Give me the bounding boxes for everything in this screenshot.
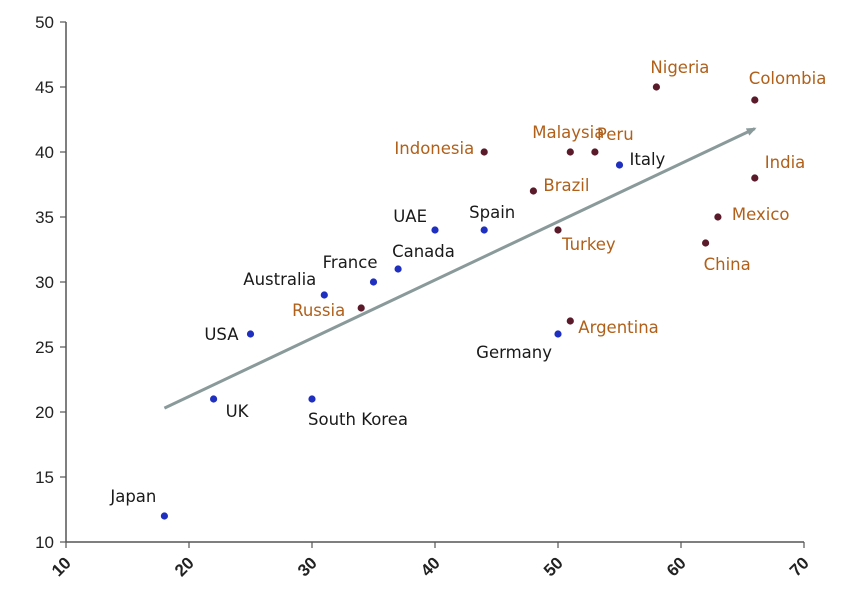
y-tick-label: 25	[35, 338, 54, 357]
point-japan	[160, 512, 168, 520]
x-tick-label: 50	[540, 553, 567, 580]
point-uae	[431, 226, 439, 234]
label-canada: Canada	[392, 242, 455, 261]
point-peru	[591, 148, 599, 156]
y-tick-label: 20	[35, 403, 54, 422]
label-brazil: Brazil	[543, 176, 589, 195]
label-turkey: Turkey	[561, 235, 616, 254]
point-brazil	[529, 187, 538, 195]
label-indonesia: Indonesia	[394, 139, 474, 158]
point-malaysia	[566, 148, 574, 156]
point-labels: Japan UK USA South Korea Australia France Cana…	[109, 58, 826, 506]
label-malaysia: Malaysia	[532, 123, 604, 142]
x-tick-label: 40	[417, 553, 444, 580]
point-nigeria	[652, 83, 661, 91]
label-south-korea: South Korea	[308, 410, 408, 429]
y-tick-label: 15	[35, 468, 54, 487]
label-australia: Australia	[243, 270, 316, 289]
trend-arrow	[163, 127, 757, 410]
y-tick-label: 35	[35, 208, 54, 227]
point-russia	[357, 304, 365, 312]
label-colombia: Colombia	[749, 69, 827, 88]
point-turkey	[554, 226, 562, 234]
point-mexico	[714, 213, 722, 221]
x-tick-label: 10	[48, 553, 75, 580]
y-tick-label: 40	[35, 143, 54, 162]
point-australia	[320, 291, 328, 299]
point-indonesia	[480, 148, 488, 156]
point-china	[702, 239, 710, 247]
x-tick-label: 30	[294, 553, 321, 580]
point-france	[369, 278, 378, 286]
label-italy: Italy	[630, 150, 666, 169]
point-italy	[615, 161, 624, 169]
y-tick-label: 30	[35, 273, 54, 292]
x-tick-label: 20	[171, 553, 198, 580]
point-germany	[554, 330, 562, 338]
y-tick-label: 10	[35, 533, 54, 552]
label-uae: UAE	[393, 207, 427, 226]
y-tick-label: 50	[35, 13, 54, 32]
point-spain	[480, 226, 488, 234]
point-south-korea	[308, 395, 316, 403]
data-points	[160, 83, 759, 520]
label-india: India	[765, 153, 806, 172]
label-usa: USA	[204, 325, 239, 344]
x-tick-label: 60	[663, 553, 690, 580]
label-spain: Spain	[469, 203, 515, 222]
x-tick-label: 70	[786, 553, 813, 580]
y-tick-label: 45	[35, 78, 54, 97]
label-peru: Peru	[597, 125, 634, 144]
label-japan: Japan	[109, 487, 156, 506]
point-usa	[246, 330, 255, 338]
point-argentina	[566, 317, 574, 325]
label-russia: Russia	[292, 301, 345, 320]
label-germany: Germany	[476, 343, 552, 362]
point-uk	[210, 395, 218, 403]
label-china: China	[704, 255, 751, 274]
y-axis-ticks: 10 15 20 25 30 35 40 45 50	[35, 13, 66, 552]
point-india	[751, 174, 759, 182]
label-uk: UK	[226, 402, 250, 421]
x-axis-ticks: 10 20 30 40 50 60 70	[48, 542, 813, 580]
label-nigeria: Nigeria	[650, 58, 709, 77]
label-argentina: Argentina	[578, 318, 659, 337]
point-canada	[394, 265, 402, 273]
label-france: France	[323, 253, 378, 272]
point-colombia	[751, 96, 759, 104]
label-mexico: Mexico	[732, 205, 790, 224]
